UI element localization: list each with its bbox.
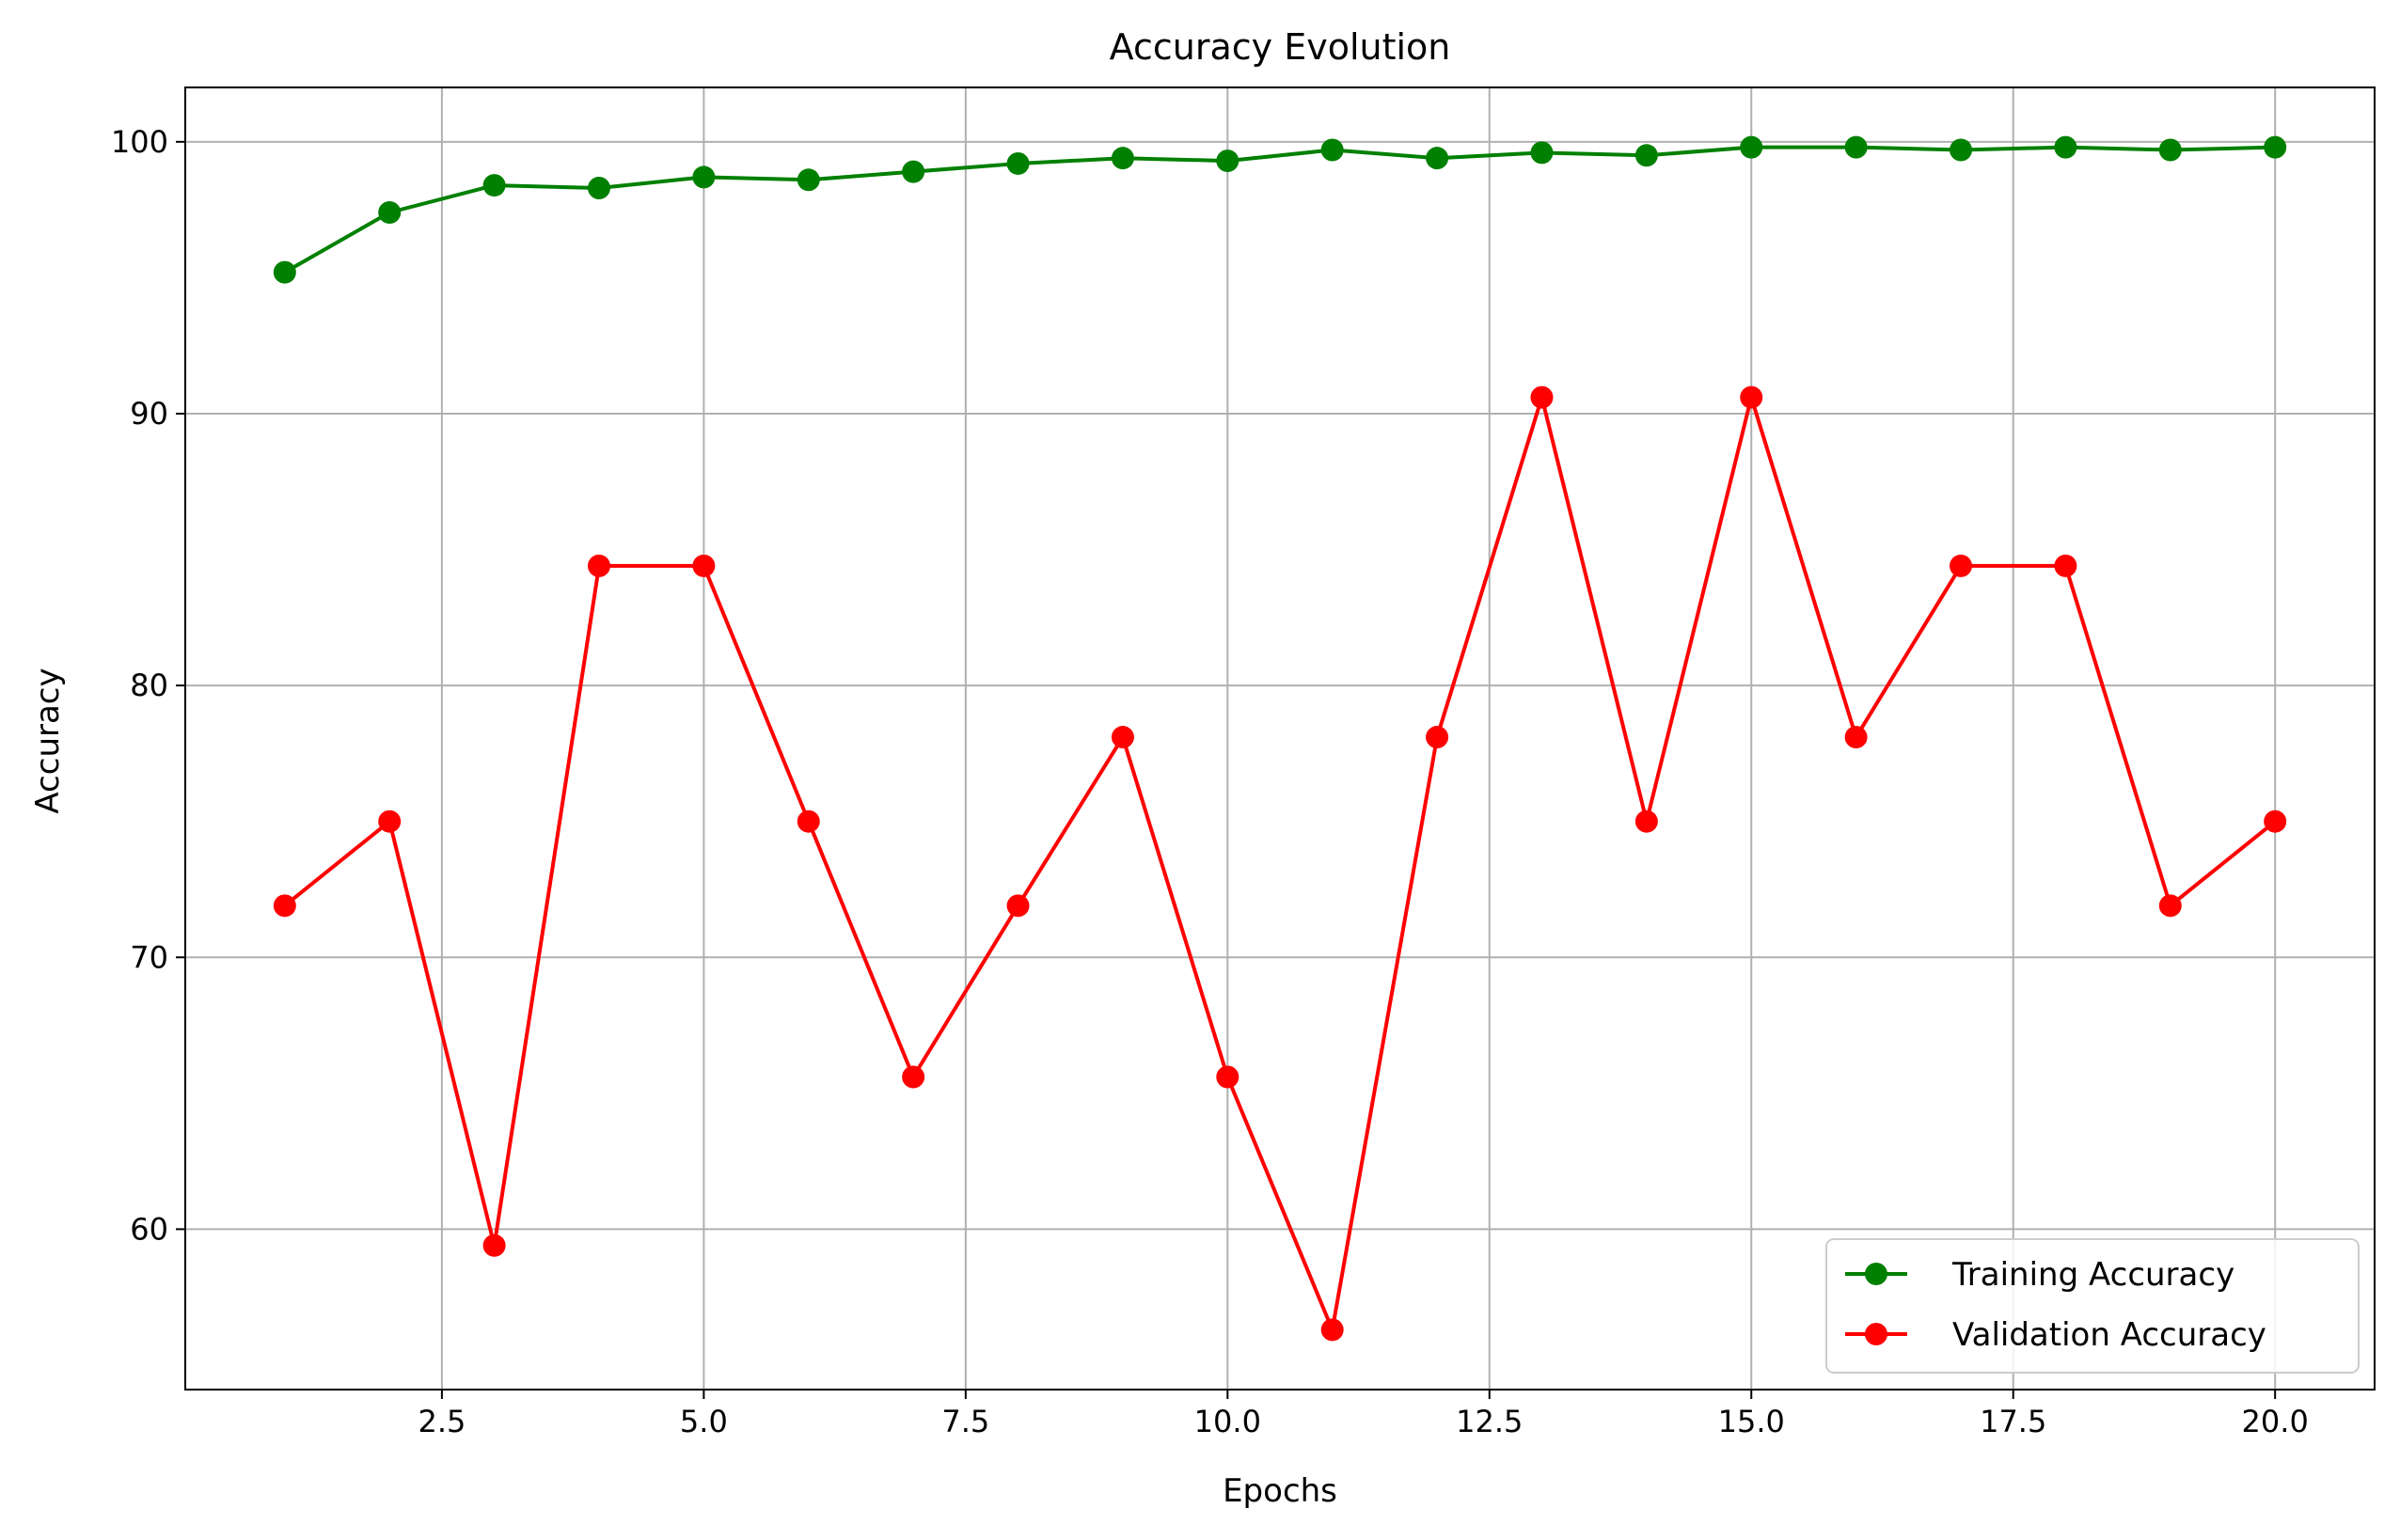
- validation-accuracy-point: [587, 554, 610, 577]
- validation-accuracy-point: [1426, 726, 1449, 749]
- training-accuracy-point: [1530, 141, 1554, 165]
- legend-marker-validation-accuracy: [1865, 1323, 1887, 1345]
- y-tick-label: 100: [111, 124, 168, 160]
- x-tick-label: 2.5: [418, 1404, 466, 1439]
- legend: Training Accuracy Validation Accuracy: [1825, 1238, 2360, 1374]
- training-accuracy-point: [1844, 135, 1868, 159]
- training-accuracy-point: [482, 174, 506, 197]
- training-accuracy-point: [1634, 144, 1658, 167]
- legend-marker-training-accuracy: [1865, 1263, 1887, 1285]
- legend-label-training-accuracy: Training Accuracy: [1951, 1256, 2234, 1294]
- validation-accuracy-series: [273, 385, 2287, 1342]
- y-tick-label: 70: [130, 939, 168, 975]
- training-accuracy-point: [2054, 135, 2077, 159]
- training-accuracy-point: [1740, 135, 1763, 159]
- tick-layer: 2.5 5.0 7.5 10.0 12.5 15.0 17.5 20.0 60 70 80 90 100: [111, 124, 2309, 1439]
- validation-accuracy-point: [273, 894, 296, 918]
- validation-accuracy-point: [2264, 809, 2287, 833]
- chart-title: Accuracy Evolution: [1110, 26, 1451, 68]
- validation-accuracy-line: [283, 395, 2277, 1332]
- legend-label-validation-accuracy: Validation Accuracy: [1952, 1316, 2266, 1354]
- validation-accuracy-point: [1111, 726, 1134, 749]
- training-accuracy-point: [1426, 147, 1449, 170]
- y-tick-label: 60: [130, 1211, 168, 1247]
- training-accuracy-point: [273, 260, 296, 284]
- validation-accuracy-point: [902, 1065, 925, 1089]
- training-accuracy-point: [902, 160, 925, 183]
- y-tick-label: 90: [130, 396, 168, 432]
- validation-accuracy-point: [482, 1234, 506, 1257]
- training-accuracy-point: [1216, 149, 1239, 173]
- grid-layer: [185, 87, 2375, 1390]
- training-accuracy-point: [1950, 138, 1973, 162]
- validation-accuracy-point: [692, 554, 716, 577]
- training-accuracy-point: [2158, 138, 2182, 162]
- training-accuracy-point: [1006, 151, 1030, 175]
- training-accuracy-point: [692, 165, 716, 189]
- validation-accuracy-point: [797, 809, 820, 833]
- x-tick-label: 12.5: [1456, 1404, 1523, 1439]
- y-tick-label: 80: [130, 668, 168, 703]
- training-accuracy-point: [378, 201, 402, 225]
- validation-accuracy-point: [1320, 1318, 1344, 1342]
- training-accuracy-line: [283, 145, 2276, 275]
- x-tick-label: 17.5: [1980, 1404, 2046, 1439]
- validation-accuracy-point: [1216, 1065, 1239, 1089]
- x-tick-label: 15.0: [1718, 1404, 1785, 1439]
- training-accuracy-point: [1320, 138, 1344, 162]
- validation-accuracy-point: [1006, 894, 1030, 918]
- validation-accuracy-point: [2054, 554, 2077, 577]
- validation-accuracy-point: [1530, 385, 1554, 409]
- validation-accuracy-point: [1740, 385, 1763, 409]
- training-accuracy-point: [797, 168, 820, 192]
- training-accuracy-point: [1111, 147, 1134, 170]
- training-accuracy-point: [2264, 135, 2287, 159]
- x-tick-label: 7.5: [941, 1404, 989, 1439]
- training-accuracy-series: [273, 135, 2287, 284]
- y-axis-label: Accuracy: [29, 668, 67, 813]
- validation-accuracy-point: [2158, 894, 2182, 918]
- legend-box: [1825, 1238, 2360, 1374]
- x-axis-label: Epochs: [1223, 1472, 1337, 1510]
- validation-accuracy-point: [1634, 809, 1658, 833]
- series-layer: [273, 135, 2287, 1342]
- validation-accuracy-point: [378, 809, 402, 833]
- x-tick-label: 5.0: [680, 1404, 728, 1439]
- training-accuracy-point: [587, 176, 610, 199]
- x-tick-label: 10.0: [1194, 1404, 1261, 1439]
- validation-accuracy-point: [1844, 726, 1868, 749]
- x-tick-label: 20.0: [2242, 1404, 2309, 1439]
- plot-frame: [184, 86, 2376, 1391]
- validation-accuracy-point: [1950, 554, 1973, 577]
